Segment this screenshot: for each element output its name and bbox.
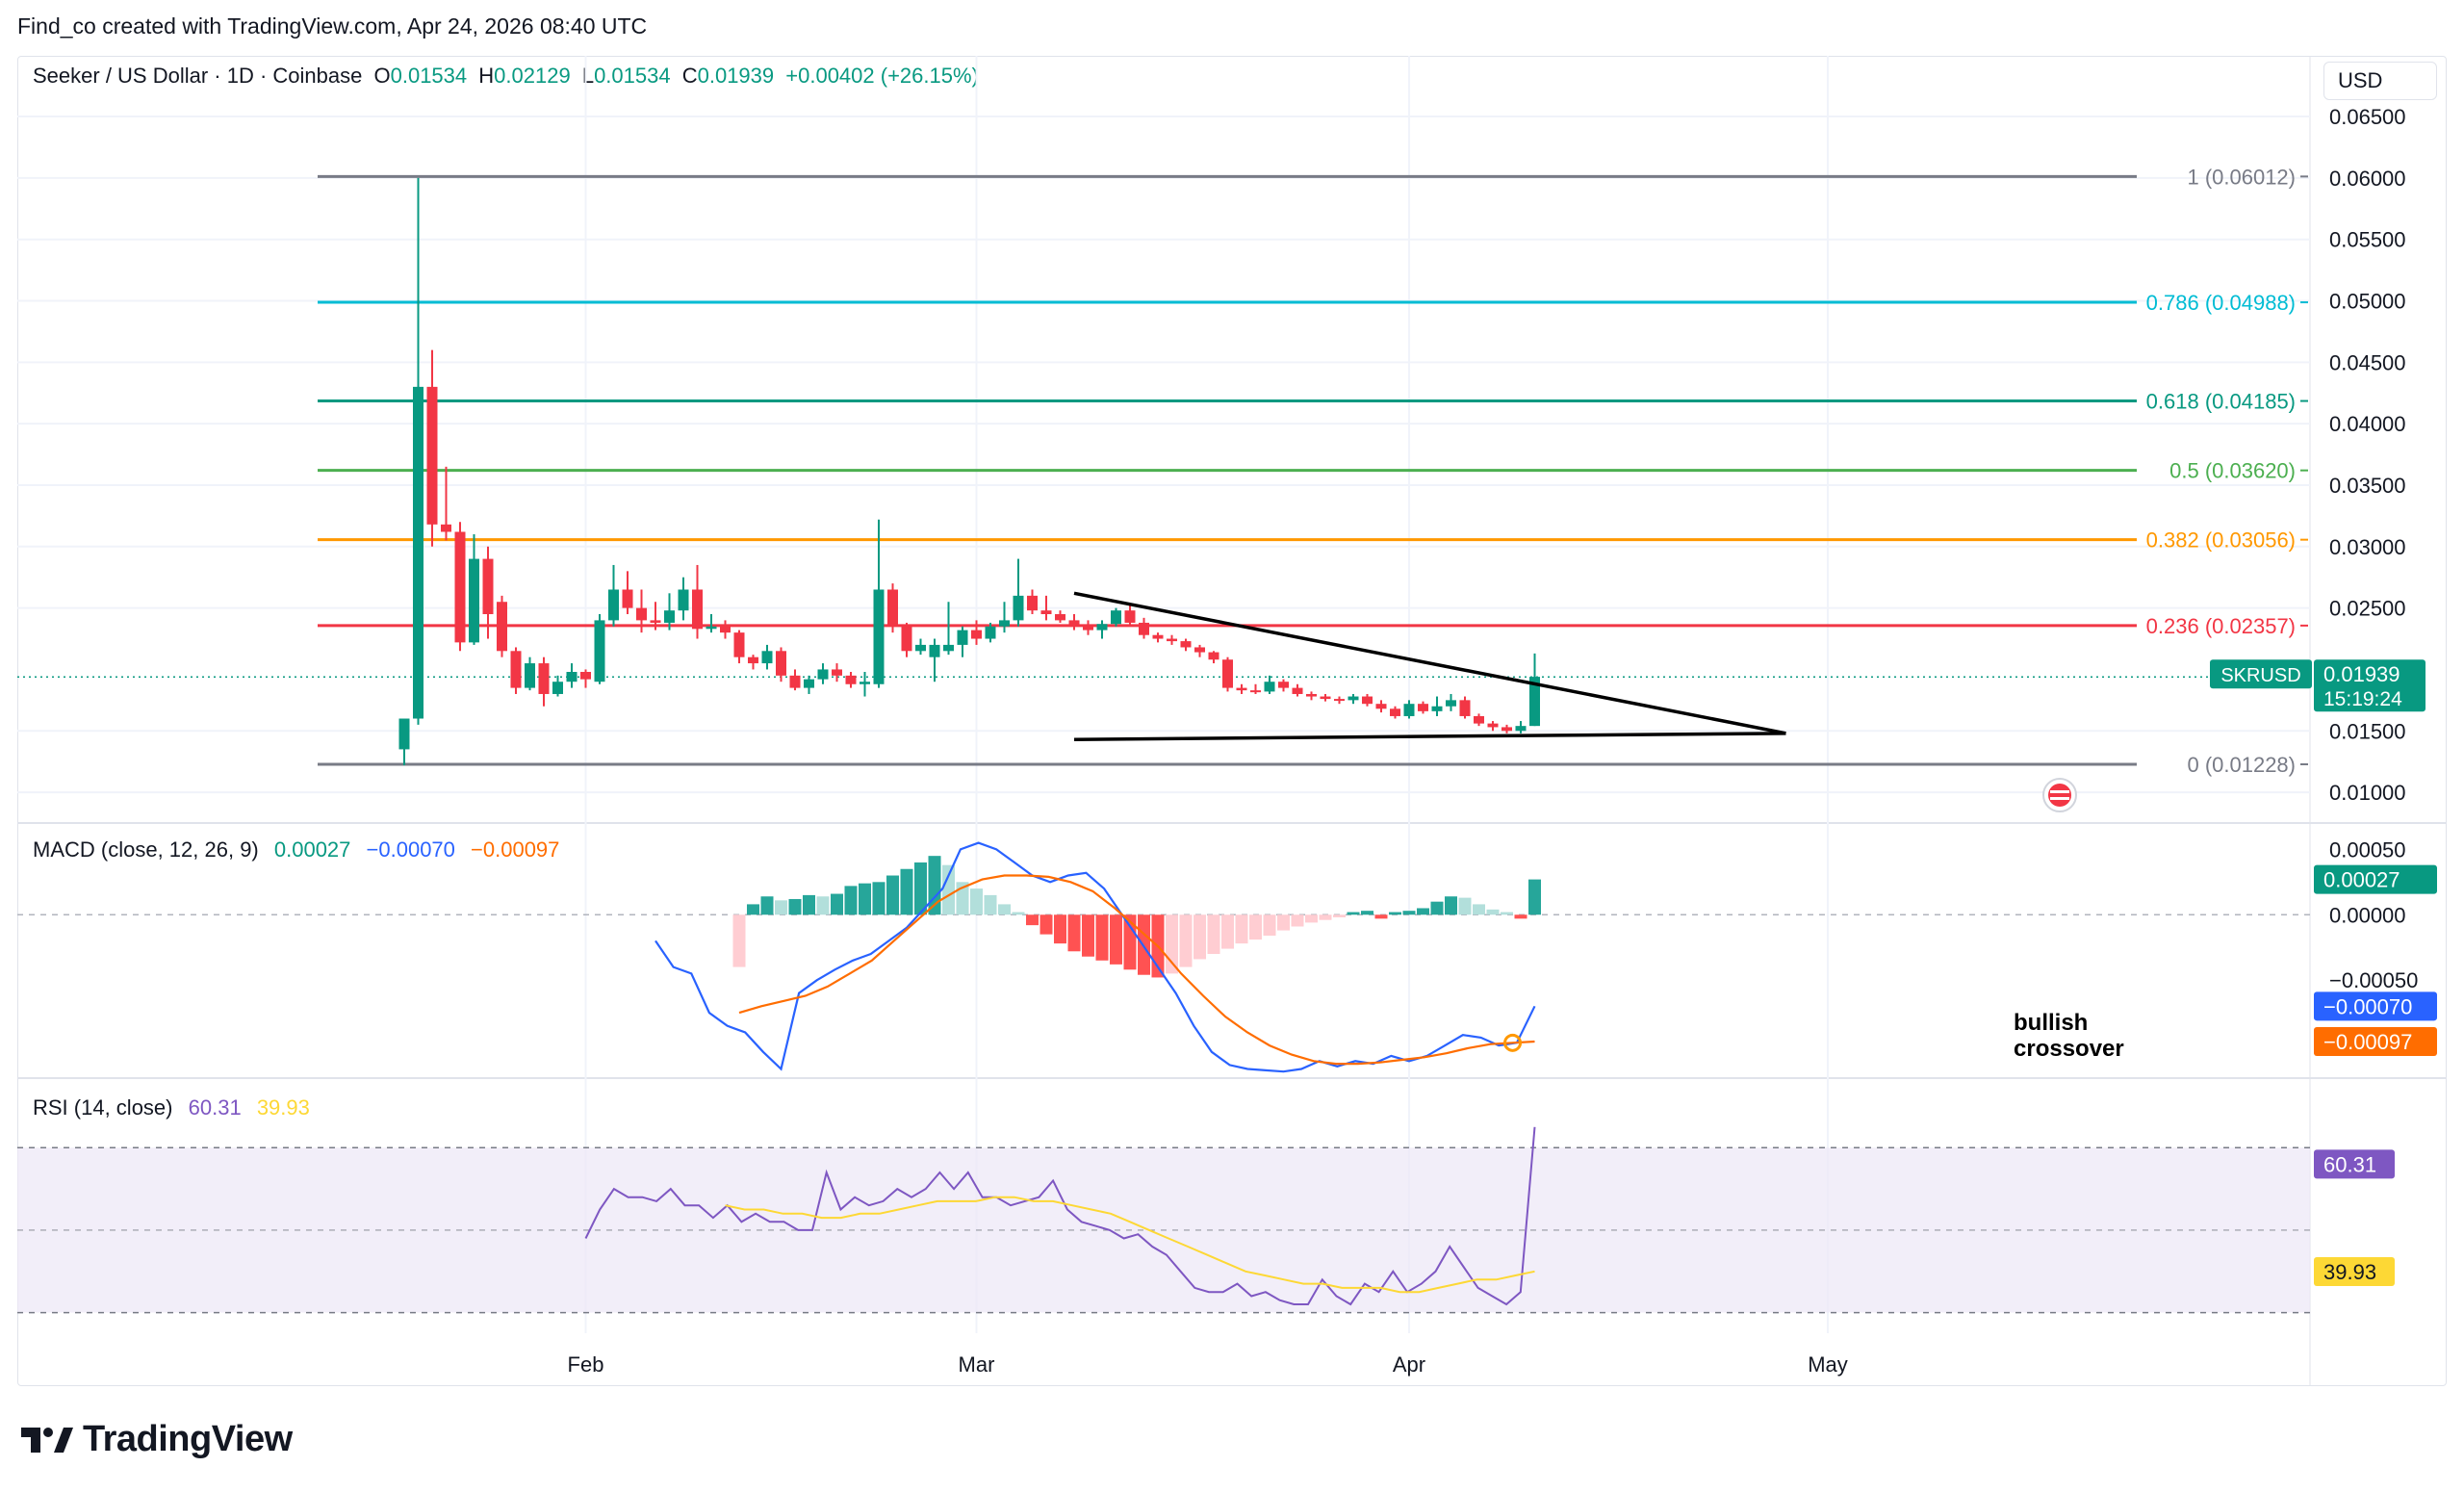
macd-line-value: −0.00070 [366, 837, 455, 862]
macd-signal-value: −0.00097 [471, 837, 560, 862]
currency-button[interactable]: USD [2323, 62, 2437, 100]
tradingview-logo-icon [21, 1427, 73, 1453]
attribution-text: Find_co created with TradingView.com, Ap… [17, 13, 648, 39]
symbol-title[interactable]: Seeker / US Dollar · 1D · Coinbase [33, 64, 363, 88]
close-value: 0.01939 [697, 64, 775, 88]
macd-legend-title: MACD (close, 12, 26, 9) [33, 837, 259, 862]
rsi-legend[interactable]: RSI (14, close) 60.31 39.93 [33, 1095, 310, 1120]
symbol-header: Seeker / US Dollar · 1D · Coinbase O0.01… [33, 64, 985, 89]
rsi-legend-title: RSI (14, close) [33, 1095, 173, 1120]
low-value: 0.01534 [594, 64, 671, 88]
high-value: 0.02129 [494, 64, 571, 88]
macd-hist-value: 0.00027 [273, 837, 351, 862]
chart-frame [17, 56, 2447, 1386]
rsi-value: 60.31 [188, 1095, 242, 1120]
tradingview-logo[interactable]: TradingView [19, 1419, 293, 1460]
change-value: +0.00402 (+26.15%) [785, 64, 979, 88]
high-label: H [478, 64, 495, 88]
open-label: O [373, 64, 391, 88]
macd-legend[interactable]: MACD (close, 12, 26, 9) 0.00027 −0.00070… [33, 837, 559, 862]
low-label: L [581, 64, 595, 88]
rsi-ma-value: 39.93 [256, 1095, 310, 1120]
tradingview-logo-text: TradingView [83, 1419, 293, 1459]
open-value: 0.01534 [390, 64, 468, 88]
close-label: C [681, 64, 698, 88]
